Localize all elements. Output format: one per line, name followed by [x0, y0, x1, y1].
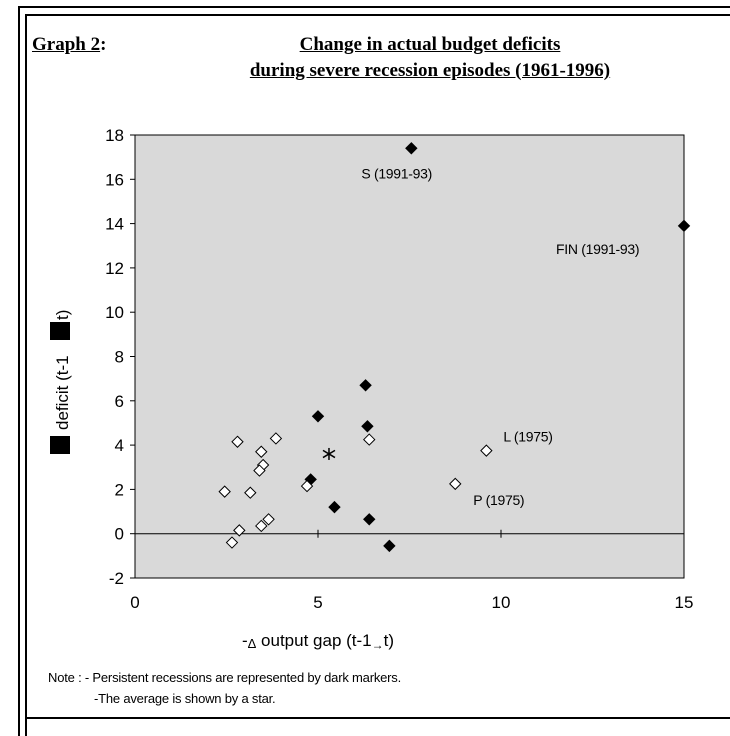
x-tick-label: 0 [130, 593, 139, 612]
recession-point [363, 433, 376, 446]
y-axis-label: deficit (t-1 t) [50, 310, 72, 454]
persistent-recession-point [405, 142, 418, 155]
data-point-label: FIN (1991-93) [556, 241, 639, 257]
y-tick-label: 10 [105, 303, 124, 322]
bottom-rule [25, 717, 730, 719]
recession-point [255, 519, 268, 533]
persistent-recession-point [361, 420, 374, 433]
x-axis-label: -Δ output gap (t-1→t) [242, 631, 394, 652]
data-point-label: P (1975) [473, 492, 524, 508]
y-tick-label: 8 [115, 348, 124, 367]
persistent-recession-point [363, 513, 376, 526]
graph-label-colon: : [100, 34, 107, 55]
chart-title-line1: Change in actual budget deficits [299, 34, 561, 55]
y-tick-label: 16 [105, 170, 124, 189]
recession-point [253, 464, 266, 477]
outer-frame [18, 6, 730, 736]
svg-text:deficit (t-1: deficit (t-1 [53, 355, 72, 430]
y-tick-label: 0 [115, 525, 124, 544]
persistent-recession-point [311, 410, 325, 423]
graph-label-text: Graph 2 [32, 34, 101, 55]
recession-point [231, 435, 244, 448]
y-tick-label: 6 [115, 392, 124, 411]
note-line-2: -The average is shown by a star. [94, 691, 276, 706]
y-tick-label: -2 [109, 569, 124, 588]
chart-title-line2: during severe recession episodes (1961-1… [249, 60, 611, 81]
graph-label: Graph 2: [32, 34, 106, 56]
persistent-recession-point [328, 500, 341, 514]
recession-point [225, 536, 239, 549]
recession-point [449, 477, 462, 491]
y-axis-label-block-icon-2 [50, 322, 70, 340]
persistent-recession-point [359, 379, 372, 392]
inner-frame [25, 14, 730, 736]
average-star-point [322, 449, 336, 459]
recession-point [233, 524, 246, 537]
x-tick-label: 5 [313, 593, 322, 612]
y-tick-label: 4 [115, 436, 124, 455]
recession-point [218, 485, 231, 498]
y-tick-label: 2 [115, 480, 124, 499]
plot-area [134, 134, 685, 579]
y-tick-label: 14 [105, 215, 124, 234]
recession-point [255, 445, 268, 458]
recession-point [480, 444, 493, 457]
y-axis-label-block-icon [50, 436, 70, 454]
note-line-1: Note : - Persistent recessions are repre… [48, 670, 401, 685]
svg-text:t): t) [53, 310, 72, 320]
persistent-recession-point [383, 539, 396, 553]
y-tick-label: 18 [105, 126, 124, 145]
persistent-recession-point [677, 219, 691, 233]
recession-point [269, 432, 283, 445]
recession-point [244, 486, 257, 499]
y-tick-label: 12 [105, 259, 124, 278]
data-point-label: S (1991-93) [361, 165, 432, 181]
x-tick-label: 15 [675, 593, 694, 612]
recession-point [300, 479, 314, 493]
data-point-label: L (1975) [503, 429, 552, 445]
recession-point [262, 513, 275, 526]
x-tick-label: 10 [492, 593, 511, 612]
